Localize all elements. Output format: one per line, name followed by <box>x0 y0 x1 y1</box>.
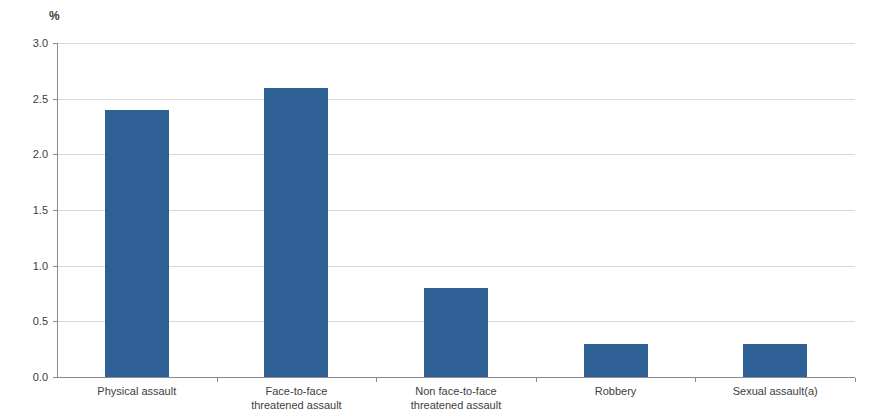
x-category-label: Robbery <box>536 384 696 398</box>
gridline <box>57 210 855 211</box>
x-axis-tick <box>376 378 377 382</box>
gridline <box>57 154 855 155</box>
bar-physical-assault <box>105 110 169 377</box>
x-category-label: Non face-to-face threatened assault <box>376 384 536 412</box>
gridline <box>57 99 855 100</box>
y-tick-label: 0.5 <box>14 315 48 327</box>
bar-sexual-assault-a <box>743 344 807 377</box>
x-category-label: Face-to-face threatened assault <box>217 384 377 412</box>
bar-chart: % 0.0 0.5 1.0 1.5 2.0 2.5 3.0 Physical assaultF… <box>0 0 869 416</box>
y-tick-label: 1.5 <box>14 204 48 216</box>
x-category-label: Physical assault <box>57 384 217 398</box>
y-tick-label: 2.0 <box>14 148 48 160</box>
bar-robbery <box>584 344 648 377</box>
y-axis-line <box>57 43 58 378</box>
y-tick-label: 1.0 <box>14 260 48 272</box>
x-axis-tick <box>695 378 696 382</box>
x-axis-tick <box>536 378 537 382</box>
gridline <box>57 43 855 44</box>
y-tick-label: 2.5 <box>14 93 48 105</box>
y-axis-unit-label: % <box>49 9 60 23</box>
x-axis-tick <box>855 378 856 382</box>
x-category-label: Sexual assault(a) <box>695 384 855 398</box>
y-tick-label: 0.0 <box>14 371 48 383</box>
bar-non-face-to-face <box>424 288 488 377</box>
y-tick-label: 3.0 <box>14 37 48 49</box>
x-axis-line <box>57 377 855 378</box>
x-axis-tick <box>217 378 218 382</box>
bar-face-to-face <box>264 88 328 377</box>
gridline <box>57 266 855 267</box>
